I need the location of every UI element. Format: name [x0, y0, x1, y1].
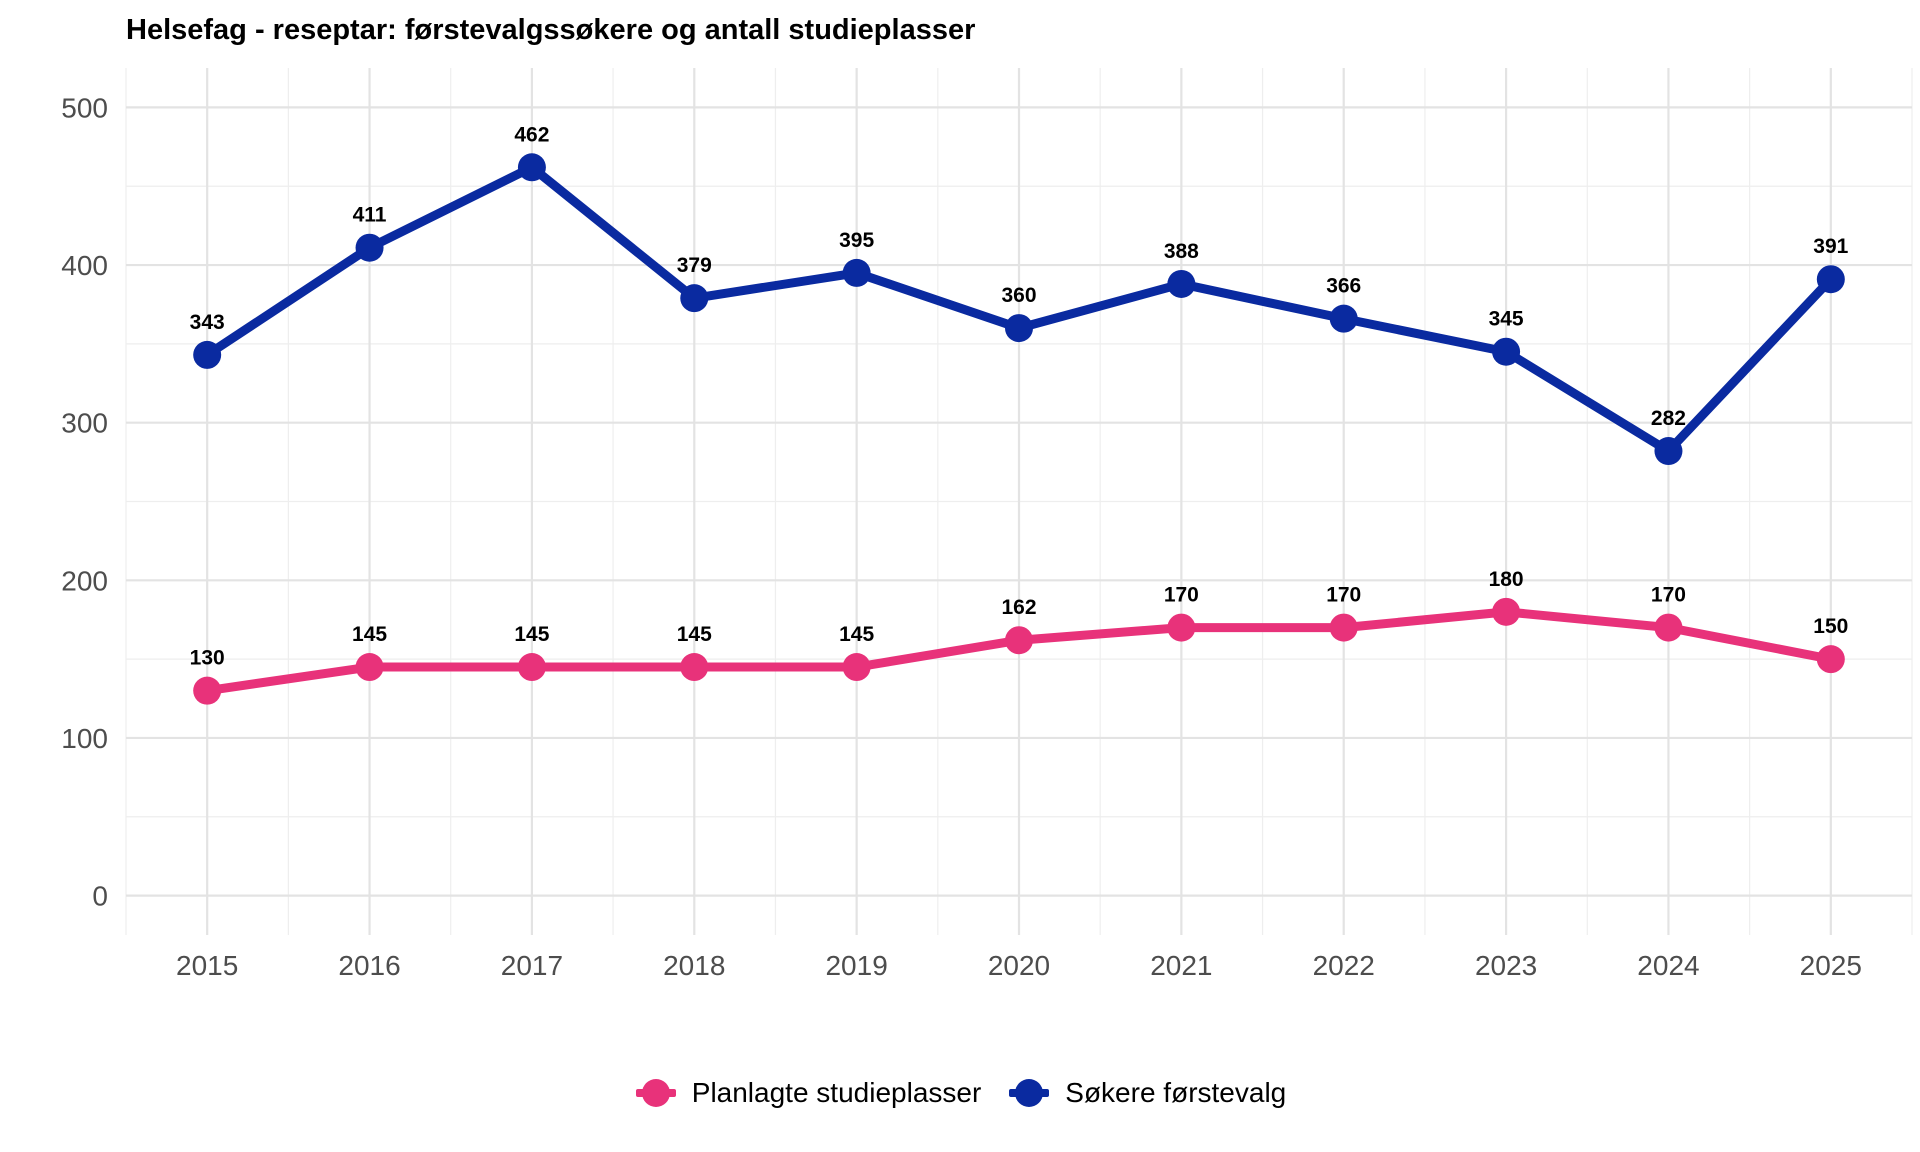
y-tick-label: 200 — [61, 565, 108, 596]
x-tick-label: 2022 — [1313, 950, 1375, 981]
grid — [125, 68, 1913, 935]
x-tick-label: 2015 — [176, 950, 238, 981]
legend-key-planlagte — [634, 1078, 678, 1108]
data-label: 170 — [1164, 584, 1199, 607]
legend-item-planlagte: Planlagte studieplasser — [634, 1077, 982, 1109]
data-point — [193, 676, 222, 705]
legend-item-sokere: Søkere førstevalg — [1007, 1077, 1286, 1109]
x-tick-label: 2018 — [663, 950, 725, 981]
data-label: 145 — [839, 623, 874, 646]
data-point — [355, 653, 384, 682]
data-label: 391 — [1813, 235, 1848, 258]
data-point — [1654, 613, 1683, 642]
series — [193, 153, 1845, 705]
legend-key-sokere — [1007, 1078, 1051, 1108]
y-tick-label: 100 — [61, 723, 108, 754]
data-point — [1816, 265, 1845, 294]
data-label: 145 — [677, 623, 712, 646]
legend-label-sokere: Søkere førstevalg — [1065, 1077, 1287, 1108]
data-label: 343 — [190, 311, 225, 334]
y-tick-label: 500 — [61, 92, 108, 123]
data-point — [1492, 597, 1521, 626]
x-tick-label: 2023 — [1475, 950, 1537, 981]
data-point — [1654, 437, 1683, 466]
data-label: 282 — [1651, 407, 1686, 430]
data-label: 145 — [352, 623, 387, 646]
data-point — [1329, 613, 1358, 642]
data-point — [842, 653, 871, 682]
data-point — [1329, 304, 1358, 333]
data-point — [517, 653, 546, 682]
data-point — [1005, 314, 1033, 343]
x-tick-label: 2020 — [988, 950, 1050, 981]
x-tick-label: 2024 — [1637, 950, 1699, 981]
y-tick-label: 300 — [61, 408, 108, 439]
legend-label-planlagte: Planlagte studieplasser — [691, 1077, 982, 1108]
data-point — [1492, 337, 1521, 366]
data-label: 345 — [1489, 308, 1524, 331]
data-point — [1167, 613, 1196, 642]
y-tick-label: 400 — [61, 250, 108, 281]
legend-dot-planlagte — [641, 1079, 670, 1107]
data-label: 411 — [353, 204, 387, 227]
chart-title: Helsefag - reseptar: førstevalgssøkere o… — [126, 14, 976, 46]
data-point — [517, 153, 546, 182]
x-tick-label: 2021 — [1150, 950, 1212, 981]
y-tick-label: 0 — [92, 881, 108, 912]
axis-labels: 0 100 200 300 400 500 2015 2016 2017 2018 2019 2020… — [61, 92, 1862, 981]
data-point — [1816, 645, 1845, 674]
data-label: 150 — [1813, 615, 1848, 638]
x-tick-label: 2019 — [825, 950, 887, 981]
data-label: 395 — [839, 229, 874, 252]
data-label: 170 — [1651, 584, 1686, 607]
data-label: 170 — [1326, 584, 1361, 607]
x-tick-label: 2016 — [338, 950, 400, 981]
data-point — [842, 258, 871, 287]
data-label: 162 — [1001, 596, 1036, 619]
data-label: 130 — [190, 647, 225, 670]
x-tick-label: 2025 — [1800, 950, 1862, 981]
x-tick-label: 2017 — [501, 950, 563, 981]
data-label: 366 — [1326, 275, 1361, 298]
legend: Planlagte studieplasser Søkere førsteval… — [0, 1077, 1920, 1109]
data-point — [680, 653, 709, 682]
data-point — [1167, 269, 1196, 298]
data-label: 462 — [514, 123, 549, 146]
data-label: 360 — [1001, 284, 1036, 307]
legend-dot-sokere — [1015, 1079, 1044, 1107]
data-labels: 130 145 145 145 145 162 170 170 180 170 150 343 411 4… — [190, 123, 1849, 669]
data-point — [680, 284, 709, 313]
data-label: 388 — [1164, 240, 1199, 263]
data-point — [193, 340, 222, 369]
data-label: 180 — [1489, 568, 1524, 591]
data-point — [1005, 626, 1033, 655]
data-label: 379 — [677, 254, 712, 277]
data-label: 145 — [514, 623, 549, 646]
data-point — [355, 233, 384, 262]
